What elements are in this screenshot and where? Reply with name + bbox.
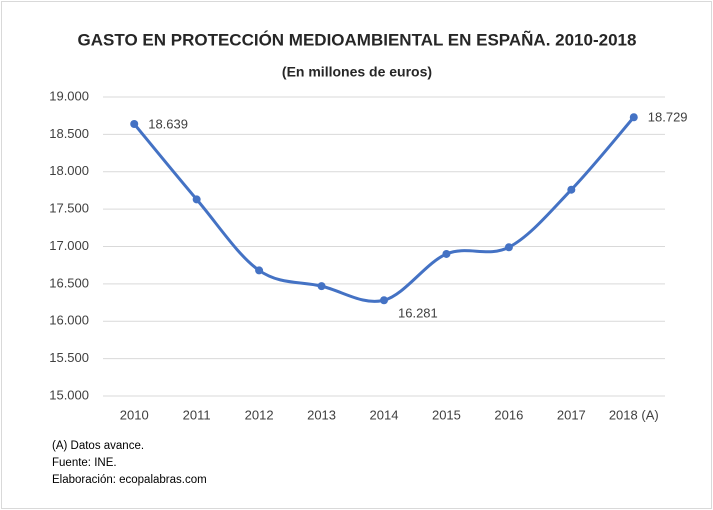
note: Fuente: INE.	[52, 457, 117, 469]
data-point	[317, 282, 326, 291]
y-tick-label: 15.000	[49, 387, 89, 402]
data-point	[442, 249, 451, 258]
y-tick-label: 18.000	[49, 163, 89, 178]
data-label: 16.281	[398, 306, 438, 321]
x-tick-label: 2012	[245, 407, 274, 422]
x-tick-label: 2014	[370, 407, 399, 422]
x-tick-label: 2011	[183, 407, 211, 422]
data-point	[192, 195, 201, 204]
x-tick-label: 2017	[557, 407, 586, 422]
note: (A) Datos avance.	[52, 440, 144, 452]
data-point	[255, 266, 264, 275]
y-tick-label: 19.000	[49, 88, 89, 103]
data-label: 18.729	[648, 110, 688, 125]
y-tick-label: 17.000	[49, 238, 89, 253]
note: Elaboración: ecopalabras.com	[52, 474, 207, 486]
chart-subtitle: (En millones de euros)	[282, 64, 432, 80]
y-tick-label: 16.000	[49, 313, 89, 328]
x-tick-label: 2013	[307, 407, 336, 422]
data-point	[567, 185, 576, 194]
data-point	[629, 113, 638, 122]
y-tick-label: 15.500	[49, 350, 89, 365]
chart-title: GASTO EN PROTECCIÓN MEDIOAMBIENTAL EN ES…	[78, 29, 637, 49]
data-point	[130, 119, 139, 128]
data-point	[504, 243, 513, 252]
x-tick-label: 2018 (A)	[609, 407, 659, 422]
x-tick-label: 2015	[432, 407, 461, 422]
y-tick-label: 18.500	[49, 126, 89, 141]
y-tick-label: 16.500	[49, 275, 89, 290]
x-tick-label: 2010	[120, 407, 149, 422]
data-label: 18.639	[148, 116, 188, 131]
data-point	[380, 296, 388, 305]
x-tick-label: 2016	[494, 407, 523, 422]
y-tick-label: 17.500	[49, 201, 89, 216]
